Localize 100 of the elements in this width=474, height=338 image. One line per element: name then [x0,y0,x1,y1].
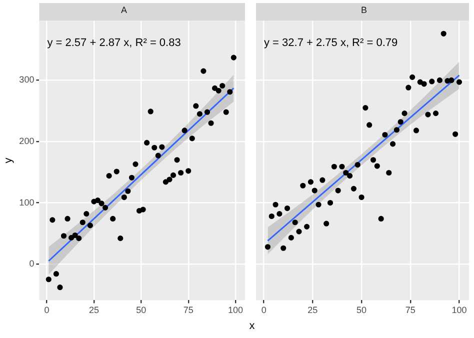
point [327,200,334,206]
point [204,109,210,115]
point [350,186,357,192]
point [312,188,318,194]
point [324,220,330,226]
point [53,271,60,277]
annotation: y = 2.57 + 2.87 x, R² = 0.83 [47,36,181,49]
point [413,128,420,134]
point [174,157,180,163]
y-tick-label: 0 [29,258,34,269]
point [132,161,138,167]
point [276,211,282,217]
point [343,170,349,176]
point [128,174,135,180]
point [60,233,67,239]
point [110,216,116,222]
point [178,170,184,176]
point [284,205,290,212]
point [155,152,161,158]
point [300,182,306,188]
point [106,173,112,179]
point [125,188,131,194]
point [102,204,108,210]
point [121,194,127,200]
point [452,131,458,137]
point [64,216,70,222]
point [440,30,446,36]
chart-title: A [120,4,128,15]
point [94,198,101,204]
point [331,164,337,170]
point [304,224,310,230]
point [378,216,384,222]
point [448,77,454,84]
point [144,140,150,146]
point [264,244,271,250]
x-tick-label: 50 [356,305,367,316]
point [193,103,199,109]
point [421,81,427,87]
x-tick-label: 0 [44,305,50,316]
point [76,236,82,242]
point [57,284,63,290]
x-tick-label: 100 [452,305,467,316]
point [268,213,274,220]
point [272,202,278,208]
point [374,163,380,169]
x-tick-label: 25 [308,305,318,316]
point [394,127,400,133]
point [410,74,416,80]
point [316,202,322,208]
x-tick-label: 50 [136,305,146,316]
x-tick-label: 75 [183,305,194,316]
point [80,220,86,226]
point [170,172,176,178]
point [382,132,388,138]
point [118,236,124,242]
point [432,110,439,116]
point [87,222,93,228]
point [425,112,431,118]
point [182,128,188,134]
point [212,85,218,91]
point [436,77,442,84]
point [320,177,326,183]
x-tick-label: 0 [261,305,266,316]
y-axis-title: y [2,157,15,164]
point [72,232,78,238]
point [216,88,222,94]
point [339,164,345,170]
chart-title: B [360,4,368,15]
y-tick-label: 200 [19,136,34,146]
point [152,144,158,150]
point [189,136,195,142]
point [362,105,368,111]
point [159,144,165,150]
point [456,79,462,85]
point [288,234,294,241]
point [358,194,364,200]
point [98,200,104,206]
point [366,122,372,128]
x-tick-label: 75 [405,305,416,316]
point [84,211,90,217]
point [200,68,206,74]
y-tick-label: 300 [19,74,34,85]
point [46,276,52,282]
point [162,179,169,185]
point [50,217,56,223]
y-tick-label: 100 [19,197,34,208]
point [308,179,314,185]
point [280,245,286,251]
point [390,141,396,147]
x-axis-title: x [248,319,256,334]
point [208,120,214,126]
annotation: y = 32.7 + 2.75 x, R² = 0.79 [264,36,398,49]
point [406,84,412,90]
point [429,78,435,84]
point [114,168,120,174]
point [223,109,229,115]
point [68,234,74,241]
point [292,220,298,226]
point [186,168,192,174]
x-tick-label: 25 [88,305,99,316]
